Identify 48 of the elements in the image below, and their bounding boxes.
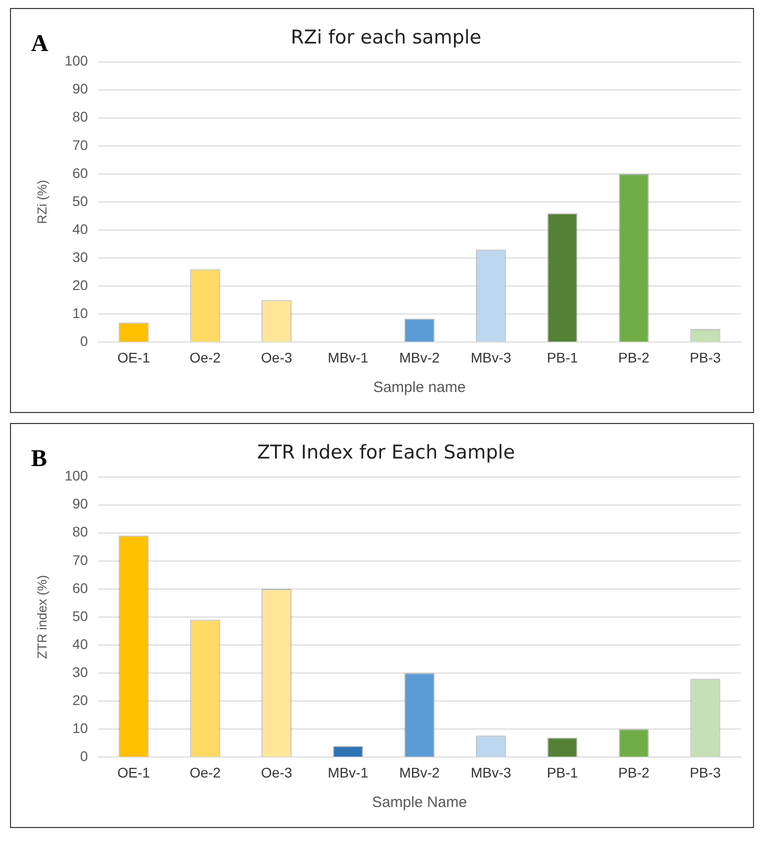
y-tick-label: 80 [72,524,88,540]
chart-title: ZTR Index for Each Sample [257,441,515,464]
y-tick-label: 0 [80,748,88,764]
chart-title: RZi for each sample [290,26,482,48]
x-tick-label: Oe-2 [190,349,221,366]
y-tick-label: 90 [72,496,88,512]
x-tick-label: MBv-3 [470,349,512,366]
y-tick-label: 10 [72,305,88,322]
y-tick-label: 30 [72,664,88,680]
y-tick-label: 40 [72,220,88,237]
x-tick-label: MBv-1 [328,764,368,780]
x-tick-label: Oe-3 [261,349,292,366]
x-tick-label: MBv-3 [470,764,512,780]
x-tick-label: Oe-2 [190,764,221,780]
text: B [31,446,48,473]
y-tick-label: 20 [72,276,88,293]
x-tick-label: PB-3 [690,764,722,780]
y-tick-label: 0 [80,333,88,350]
y-tick-label: 30 [72,248,88,265]
x-tick-label: PB-2 [618,764,650,780]
y-tick-label: 100 [64,468,88,484]
y-tick-label: 60 [72,580,88,596]
x-tick-label: PB-2 [618,349,650,366]
y-tick-label: 50 [72,192,88,209]
y-tick-label: 10 [72,720,88,736]
x-tick-label: MBv-1 [328,349,368,366]
x-tick-label: PB-1 [546,349,578,366]
y-tick-label: 70 [72,136,88,153]
y-tick-label: 100 [64,52,88,69]
x-axis-title: Sample Name [372,794,468,812]
y-axis-title: ZTR index (%) [34,575,50,659]
x-tick-label: Oe-3 [261,764,292,780]
y-tick-label: 40 [72,636,88,652]
y-tick-label: 60 [72,164,88,181]
x-tick-label: OE-1 [117,764,150,780]
x-tick-label: MBv-2 [399,764,440,780]
x-tick-label: OE-1 [117,349,150,366]
y-axis-title: RZi (%) [34,180,50,224]
x-tick-label: PB-1 [546,764,578,780]
y-tick-label: 20 [72,692,88,708]
y-tick-label: 80 [72,108,88,125]
x-tick-label: PB-3 [690,349,722,366]
x-axis-title: Sample name [373,379,466,396]
y-tick-label: 50 [72,608,88,624]
y-tick-label: 70 [72,552,88,568]
x-tick-label: MBv-2 [399,349,440,366]
y-tick-label: 90 [72,80,88,97]
text: A [31,31,48,58]
